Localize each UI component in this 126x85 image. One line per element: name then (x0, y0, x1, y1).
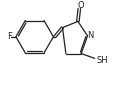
Text: F: F (7, 32, 12, 41)
Text: O: O (77, 1, 84, 10)
Text: SH: SH (96, 56, 108, 65)
Text: N: N (87, 31, 93, 40)
